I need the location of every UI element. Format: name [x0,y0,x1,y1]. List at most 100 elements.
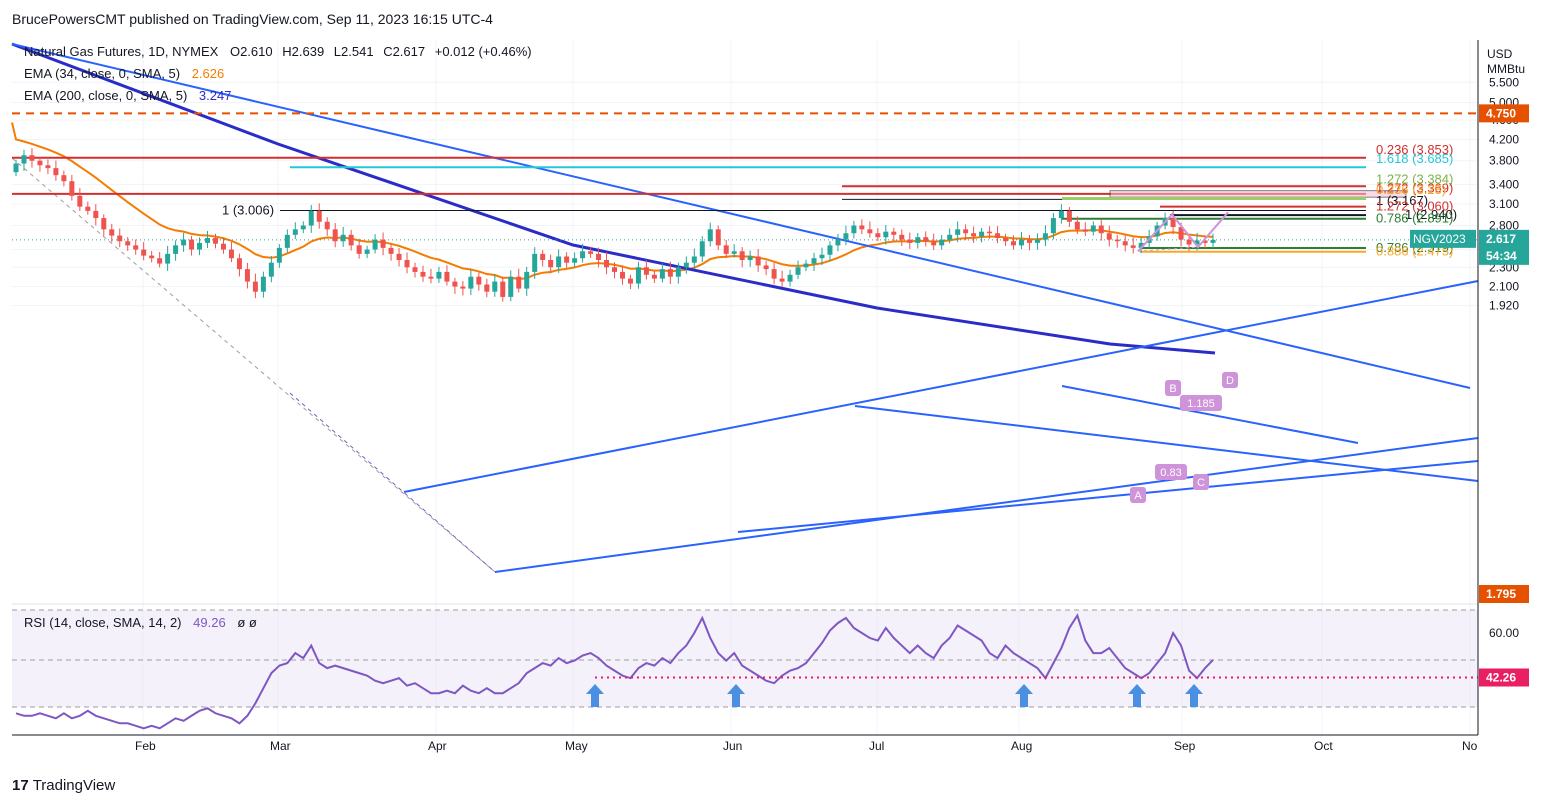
candle-body [939,239,945,246]
candle-body [739,251,745,261]
trendline [737,460,1479,533]
candle-body [851,225,857,234]
candle-body [356,245,362,254]
candle-body [691,256,697,263]
candle-body [220,243,226,250]
candle-body [1026,239,1032,243]
candle-body [572,258,578,263]
candle-body [596,253,602,261]
candle-body [340,234,346,242]
trendline [403,280,1479,493]
candle-body [580,251,586,259]
price-pane [12,40,1478,604]
candle-body [404,260,410,268]
candle-body [548,260,554,268]
candle-body [1178,227,1184,240]
price-tag-level_4750: 4.750 [1479,104,1529,123]
candle-body [13,163,19,173]
candle-body [564,256,570,263]
resistance-zone [1109,190,1407,198]
legend-ema34[interactable]: EMA (34, close, 0, SMA, 5) 2.626 [24,66,224,81]
candle-body [300,225,306,230]
candle-body [388,247,394,254]
candle-body [244,269,250,282]
rsi-label: RSI (14, close, SMA, 14, 2) [24,615,182,630]
candle-body [1042,233,1048,240]
dashed-guide [11,157,496,573]
candle-body [1122,241,1128,246]
candle-body [923,237,929,242]
tag-text: 2.617 [1486,232,1516,246]
time-axis[interactable]: Feb Mar Apr May Jun Jul Aug Sep Oct No [12,734,1478,753]
ohlc-low: L2.541 [333,44,374,59]
candle-body [899,234,905,240]
tag-bg [1479,668,1529,687]
fib-label-fib_236: 0.236 (3.853) [1376,142,1453,157]
candle-body [1058,210,1064,219]
tradingview-brand[interactable]: 17 TradingView [12,777,115,794]
month-label: Jul [869,739,884,753]
candle-body [29,155,35,161]
candle-body [971,233,977,237]
candle-body [1098,225,1104,234]
candle-body [460,286,466,289]
price-axis[interactable]: 5.5005.0004.6004.2003.8003.4003.1002.800… [1410,40,1529,735]
candle-body [1018,239,1024,246]
badge-bg [1130,487,1146,503]
drawings-layer [11,42,1479,573]
publisher-header: BrucePowersCMT published on TradingView.… [12,11,493,27]
axis-unit-currency: USD [1487,47,1513,61]
pattern-badge-xabcd_d: D [1222,372,1238,388]
candle-body [1082,229,1088,232]
fib-label-fib_left: 1 (3.006) [222,202,274,217]
candle-body [444,271,450,282]
candle-body [995,233,1001,239]
tag-bg [1479,104,1529,123]
axis-unit: USD MMBtu [1487,47,1557,77]
rsi-pane-background [12,603,1478,708]
fib-label-fib_1272c: 1.272 (3.060) [1376,199,1453,214]
legend-main[interactable]: Natural Gas Futures, 1D, NYMEX O2.610 H2… [24,44,532,59]
candle-body [380,239,386,248]
badge-bg [1193,474,1209,490]
price-tag-level_1795: 1.795 [1479,585,1529,603]
pattern-badge-xabcd_b: B [1165,380,1181,396]
candle-body [141,249,147,256]
candle-body [1003,238,1009,242]
candle-body [109,229,115,236]
month-label: Aug [1011,739,1032,753]
candle-body [963,229,969,234]
price-tick-label: 3.800 [1489,154,1519,168]
candle-body [859,225,865,230]
candle-body [157,258,163,264]
price-tick-label: 1.920 [1489,299,1519,313]
candle-body [468,276,474,289]
candle-body [1210,239,1216,243]
price-tick-label: 2.100 [1489,280,1519,294]
candle-body [651,274,657,279]
harmonic-pattern [1137,211,1229,252]
candle-body [771,269,777,279]
month-label: Jun [723,739,742,753]
candle-body [308,210,314,226]
candle-body [1186,239,1192,245]
candle-body [1130,245,1136,248]
legend-ema200[interactable]: EMA (200, close, 0, SMA, 5) 3.247 [24,88,231,103]
tag-bg [1410,229,1476,248]
candle-body [1194,240,1200,245]
candle-body [165,253,171,264]
tag-text: 54:34 [1486,249,1517,263]
ema34-label: EMA (34, close, 0, SMA, 5) [24,66,181,81]
candle-body [276,247,282,263]
candle-body [508,276,514,297]
tag-text: 1.795 [1486,587,1516,601]
tag-bg [1479,246,1529,265]
candle-body [731,251,737,254]
candle-body [707,229,713,242]
candle-body [635,267,641,284]
candle-body [891,231,897,235]
rsi-extra: ø ø [237,615,257,630]
candle-body [612,267,617,272]
legend-rsi[interactable]: RSI (14, close, SMA, 14, 2) 49.26 ø ø [24,615,257,630]
